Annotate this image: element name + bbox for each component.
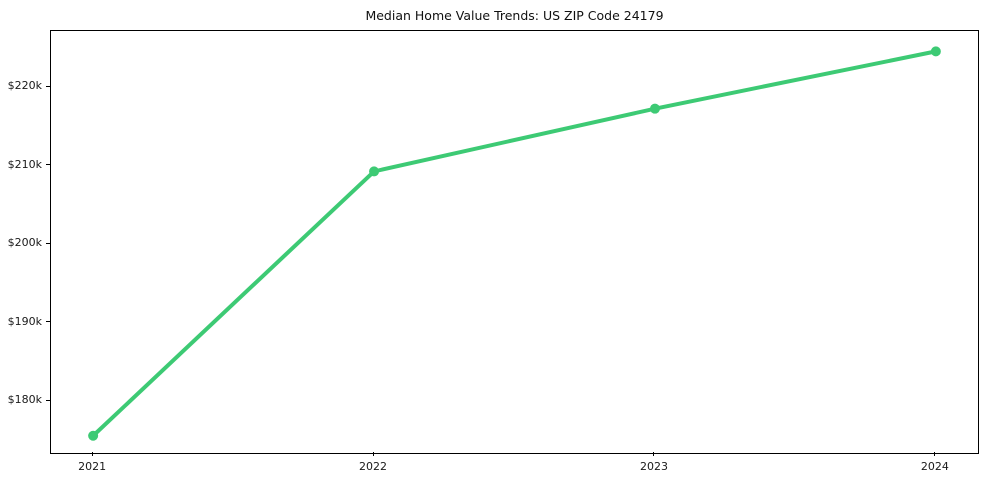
line-chart-canvas	[88, 46, 941, 441]
data-point-marker	[649, 103, 660, 114]
y-tick-label: $190k	[7, 314, 42, 328]
plot-area	[50, 30, 979, 454]
y-tick-mark	[46, 321, 50, 323]
y-tick-mark	[46, 85, 50, 87]
x-tick-mark	[653, 452, 655, 456]
x-tick-mark	[934, 452, 936, 456]
x-tick-label: 2021	[78, 460, 107, 473]
y-tick-mark	[46, 399, 50, 401]
data-point-marker	[88, 430, 99, 441]
trend-line	[91, 49, 938, 438]
x-tick-label: 2023	[639, 460, 668, 473]
y-tick-mark	[46, 164, 50, 166]
y-tick-mark	[46, 242, 50, 244]
y-tick-label: $200k	[7, 236, 42, 250]
chart-title: Median Home Value Trends: US ZIP Code 24…	[365, 8, 664, 23]
x-tick-mark	[372, 452, 374, 456]
x-tick-mark	[91, 452, 93, 456]
data-point-marker	[930, 46, 941, 57]
y-tick-label: $220k	[7, 79, 42, 93]
x-tick-label: 2022	[359, 460, 388, 473]
y-tick-label: $210k	[7, 157, 42, 171]
y-tick-label: $180k	[7, 393, 42, 407]
x-tick-label: 2024	[920, 460, 949, 473]
data-point-marker	[369, 166, 380, 177]
